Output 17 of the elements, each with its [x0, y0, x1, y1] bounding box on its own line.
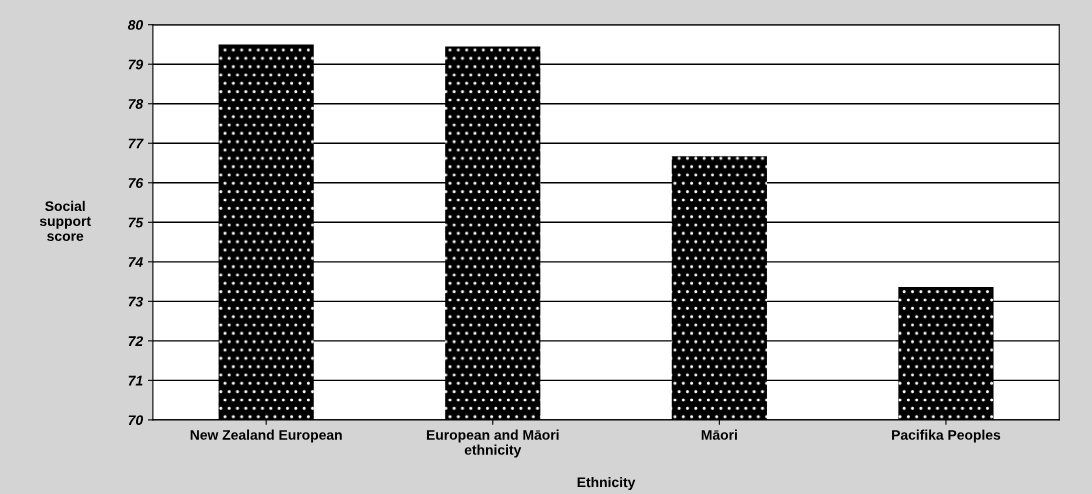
- y-tick-label: 79: [128, 59, 144, 70]
- x-tick-label: Māori: [701, 429, 737, 440]
- y-tick-label: 72: [128, 336, 144, 346]
- y-tick-label: 80: [127, 20, 144, 30]
- x-tick-label: New Zealand European: [190, 429, 342, 443]
- x-tick-label: European and Māori ethnicity: [426, 429, 559, 458]
- y-tick-label: 71: [128, 375, 143, 386]
- y-tick-label: 75: [128, 217, 144, 228]
- y-tick-label: 70: [128, 415, 144, 426]
- y-tick-label: 74: [128, 257, 143, 267]
- y-tick-label: 77: [128, 138, 144, 149]
- y-tick-label: 78: [128, 99, 144, 109]
- y-tick-label: 76: [128, 178, 144, 188]
- y-axis-title: Social support score: [39, 200, 91, 241]
- y-tick-label: 73: [128, 296, 143, 307]
- x-tick-label: Pacifika Peoples: [892, 429, 1001, 443]
- x-axis-title: Ethnicity: [577, 476, 636, 490]
